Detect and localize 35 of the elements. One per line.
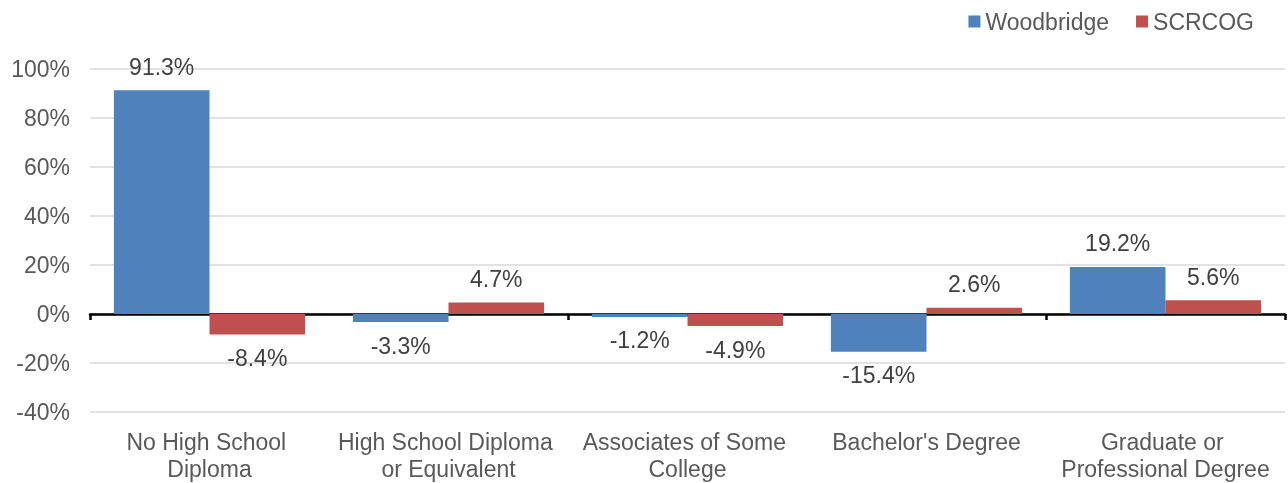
bar — [113, 90, 210, 314]
legend-label: SCRCOG — [1153, 8, 1254, 35]
legend-label: Woodbridge — [985, 8, 1110, 35]
data-label: 91.3% — [129, 53, 195, 80]
x-tick-label: Graduate or Professional Degree — [1061, 428, 1270, 482]
data-label: -15.4% — [842, 362, 916, 389]
data-label: -3.3% — [370, 332, 431, 359]
bar — [1069, 266, 1166, 314]
bar — [1165, 300, 1262, 314]
y-tick-label: 100% — [11, 56, 70, 82]
bar — [352, 314, 449, 323]
data-label: -4.9% — [705, 336, 766, 363]
data-label: 2.6% — [948, 271, 1001, 298]
y-tick-label: -20% — [16, 350, 70, 376]
data-label: 5.6% — [1187, 263, 1240, 290]
y-tick-label: -40% — [16, 399, 70, 425]
bar — [448, 302, 545, 314]
bar — [209, 314, 306, 335]
bar — [830, 314, 927, 352]
x-tick-label: No High School Diploma — [126, 428, 293, 482]
x-tick-label: High School Diploma or Equivalent — [337, 428, 560, 482]
y-tick-label: 20% — [23, 252, 70, 278]
data-label: 19.2% — [1085, 230, 1151, 257]
x-tick-label: Bachelor's Degree — [832, 428, 1021, 455]
bar — [926, 307, 1023, 314]
bar — [687, 314, 784, 327]
y-tick-label: 80% — [23, 105, 70, 131]
x-tick-label: Associates of Some College — [582, 428, 793, 482]
data-label: 4.7% — [470, 265, 523, 292]
y-tick-label: 40% — [23, 203, 70, 229]
data-label: -8.4% — [227, 345, 288, 372]
data-label: -1.2% — [609, 327, 670, 354]
y-tick-label: 0% — [36, 301, 70, 327]
bar — [591, 314, 688, 317]
y-tick-label: 60% — [23, 154, 70, 180]
